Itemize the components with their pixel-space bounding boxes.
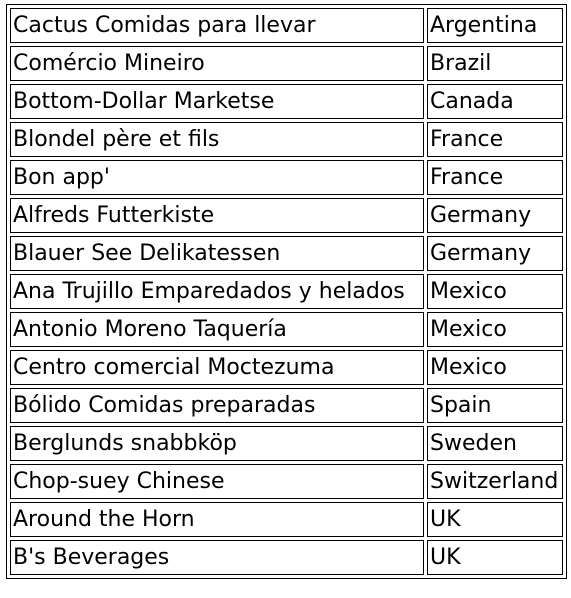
country-cell: Spain (427, 388, 563, 423)
customer-name-cell: Berglunds snabbköp (10, 426, 424, 461)
country-cell: France (427, 160, 563, 195)
country-cell: Brazil (427, 46, 563, 81)
table-row: B's Beverages UK (10, 540, 563, 575)
table-row: Comércio Mineiro Brazil (10, 46, 563, 81)
customer-name-cell: Blondel père et fils (10, 122, 424, 157)
customer-name-cell: Comércio Mineiro (10, 46, 424, 81)
table-row: Alfreds Futterkiste Germany (10, 198, 563, 233)
country-cell: Canada (427, 84, 563, 119)
table-row: Blondel père et fils France (10, 122, 563, 157)
country-cell: Mexico (427, 312, 563, 347)
customer-name-cell: Centro comercial Moctezuma (10, 350, 424, 385)
table-container: Cactus Comidas para llevar Argentina Com… (6, 4, 567, 579)
customer-name-cell: Around the Horn (10, 502, 424, 537)
table-row: Around the Horn UK (10, 502, 563, 537)
customer-name-cell: Antonio Moreno Taquería (10, 312, 424, 347)
customer-name-cell: Bottom-Dollar Marketse (10, 84, 424, 119)
customer-name-cell: Blauer See Delikatessen (10, 236, 424, 271)
customer-name-cell: Bon app' (10, 160, 424, 195)
table-row: Bólido Comidas preparadas Spain (10, 388, 563, 423)
table-row: Antonio Moreno Taquería Mexico (10, 312, 563, 347)
table-row: Bottom-Dollar Marketse Canada (10, 84, 563, 119)
country-cell: Argentina (427, 8, 563, 43)
country-cell: Mexico (427, 350, 563, 385)
customers-table: Cactus Comidas para llevar Argentina Com… (6, 4, 567, 579)
table-row: Chop-suey Chinese Switzerland (10, 464, 563, 499)
country-cell: Sweden (427, 426, 563, 461)
customer-name-cell: Bólido Comidas preparadas (10, 388, 424, 423)
country-cell: UK (427, 540, 563, 575)
table-row: Cactus Comidas para llevar Argentina (10, 8, 563, 43)
country-cell: France (427, 122, 563, 157)
table-row: Centro comercial Moctezuma Mexico (10, 350, 563, 385)
table-body: Cactus Comidas para llevar Argentina Com… (10, 8, 563, 575)
customer-name-cell: Alfreds Futterkiste (10, 198, 424, 233)
customer-name-cell: Ana Trujillo Emparedados y helados (10, 274, 424, 309)
customer-name-cell: Cactus Comidas para llevar (10, 8, 424, 43)
country-cell: Switzerland (427, 464, 563, 499)
customer-name-cell: Chop-suey Chinese (10, 464, 424, 499)
country-cell: UK (427, 502, 563, 537)
customer-name-cell: B's Beverages (10, 540, 424, 575)
country-cell: Germany (427, 236, 563, 271)
country-cell: Mexico (427, 274, 563, 309)
table-row: Berglunds snabbköp Sweden (10, 426, 563, 461)
table-row: Ana Trujillo Emparedados y helados Mexic… (10, 274, 563, 309)
table-row: Blauer See Delikatessen Germany (10, 236, 563, 271)
country-cell: Germany (427, 198, 563, 233)
table-row: Bon app' France (10, 160, 563, 195)
